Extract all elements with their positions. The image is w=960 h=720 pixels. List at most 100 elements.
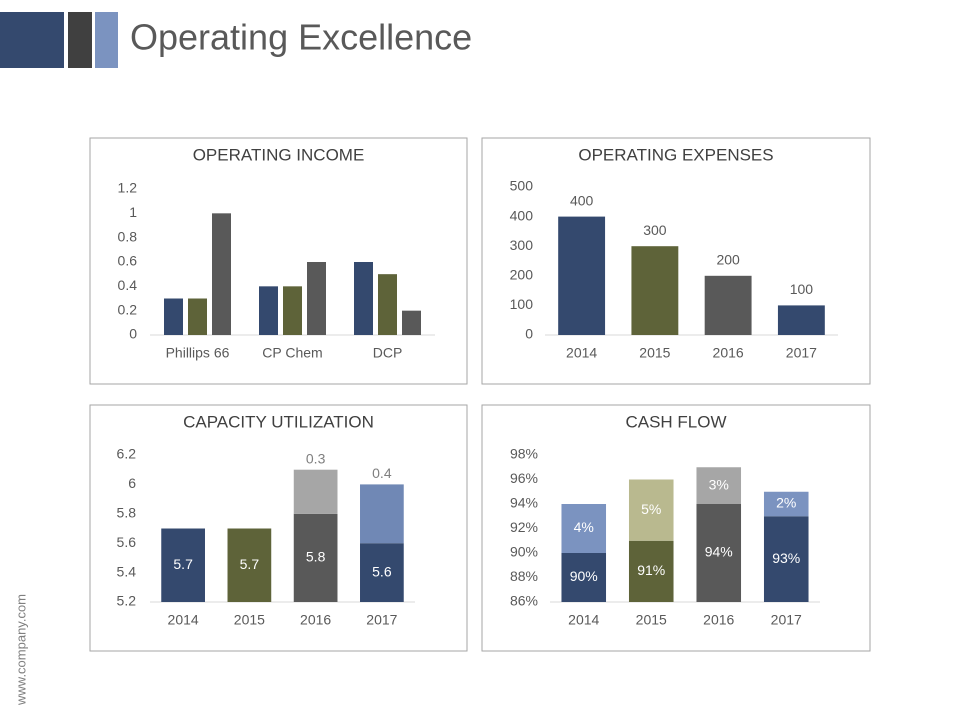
bar-segment xyxy=(696,467,742,504)
y-tick-label: 1.2 xyxy=(118,180,138,196)
x-tick-label: 2015 xyxy=(639,345,670,361)
x-tick-label: Phillips 66 xyxy=(166,345,230,361)
chart-frame xyxy=(89,137,468,385)
bar xyxy=(704,275,752,335)
bar-segment xyxy=(763,491,809,517)
y-tick-label: 1 xyxy=(129,204,137,220)
x-tick-label: 2017 xyxy=(786,345,817,361)
data-label: 91% xyxy=(637,562,665,578)
data-label: 0.4 xyxy=(372,465,392,481)
data-label: 5.7 xyxy=(240,556,260,572)
y-tick-label: 5.6 xyxy=(117,534,137,550)
chart-frame xyxy=(89,404,468,652)
bar-segment xyxy=(561,504,607,553)
y-tick-label: 5.2 xyxy=(117,593,137,609)
bar-segment xyxy=(161,528,205,602)
x-tick-label: 2014 xyxy=(566,345,597,361)
data-label: 90% xyxy=(570,568,598,584)
y-tick-label: 86% xyxy=(510,593,538,609)
bar xyxy=(283,286,302,335)
data-label: 300 xyxy=(643,222,667,238)
data-label: 200 xyxy=(716,252,740,268)
y-tick-label: 100 xyxy=(510,296,534,312)
bar xyxy=(777,305,825,335)
bar xyxy=(402,310,421,335)
y-tick-label: 6 xyxy=(128,475,136,491)
data-label: 400 xyxy=(570,192,594,208)
chart-title: CAPACITY UTILIZATION xyxy=(183,412,374,431)
y-tick-label: 96% xyxy=(510,470,538,486)
bar xyxy=(378,274,397,335)
y-tick-label: 5.8 xyxy=(117,505,137,521)
y-tick-label: 88% xyxy=(510,568,538,584)
y-tick-label: 98% xyxy=(510,446,538,462)
x-tick-label: 2016 xyxy=(703,612,734,628)
bar-segment xyxy=(696,504,742,602)
y-tick-label: 0 xyxy=(525,326,533,342)
y-tick-label: 300 xyxy=(510,237,534,253)
data-label: 93% xyxy=(772,550,800,566)
y-tick-label: 200 xyxy=(510,267,534,283)
data-label: 5% xyxy=(641,501,661,517)
x-tick-label: 2014 xyxy=(168,612,199,628)
bar xyxy=(631,246,679,335)
x-tick-label: 2016 xyxy=(713,345,744,361)
chart-title: OPERATING INCOME xyxy=(193,145,365,164)
bar xyxy=(164,298,183,335)
x-tick-label: 2015 xyxy=(636,612,667,628)
bar-segment xyxy=(763,516,809,602)
chart-title: OPERATING EXPENSES xyxy=(578,145,773,164)
x-tick-label: 2014 xyxy=(568,612,599,628)
data-label: 5.7 xyxy=(173,556,193,572)
header-block xyxy=(68,12,92,68)
bar xyxy=(558,216,606,335)
header-block xyxy=(0,12,64,68)
y-tick-label: 0.6 xyxy=(118,253,138,269)
bar-segment xyxy=(628,479,674,541)
x-tick-label: 2017 xyxy=(366,612,397,628)
x-tick-label: DCP xyxy=(373,345,403,361)
y-tick-label: 0.2 xyxy=(118,301,138,317)
bar xyxy=(307,262,326,335)
bar xyxy=(354,262,373,335)
data-label: 100 xyxy=(790,281,814,297)
y-tick-label: 0.8 xyxy=(118,228,138,244)
data-label: 5.8 xyxy=(306,549,326,565)
y-tick-label: 92% xyxy=(510,519,538,535)
chart-title: CASH FLOW xyxy=(625,412,726,431)
data-label: 4% xyxy=(574,519,594,535)
y-tick-label: 0 xyxy=(129,326,137,342)
y-tick-label: 5.4 xyxy=(117,563,137,579)
data-label: 3% xyxy=(709,476,729,492)
bar-segment xyxy=(360,543,404,602)
y-tick-label: 6.2 xyxy=(117,446,137,462)
footer: www.company.com xyxy=(13,594,28,706)
x-tick-label: 2016 xyxy=(300,612,331,628)
y-tick-label: 400 xyxy=(510,207,534,223)
x-tick-label: CP Chem xyxy=(262,345,322,361)
bar-segment xyxy=(293,469,338,514)
data-label: 2% xyxy=(776,495,796,511)
data-label: 5.6 xyxy=(372,563,392,579)
bar-segment xyxy=(227,528,272,602)
data-label: 94% xyxy=(705,544,733,560)
header-block xyxy=(95,12,118,68)
bar-segment xyxy=(561,553,607,602)
x-tick-label: 2017 xyxy=(771,612,802,628)
y-tick-label: 0.4 xyxy=(118,277,138,293)
bar-segment xyxy=(628,540,674,602)
data-label: 0.3 xyxy=(306,450,326,466)
y-tick-label: 90% xyxy=(510,544,538,560)
bar xyxy=(259,286,278,335)
bar xyxy=(188,298,207,335)
bar-segment xyxy=(360,484,404,544)
y-tick-label: 500 xyxy=(510,178,534,194)
chart-frame xyxy=(481,137,871,385)
x-tick-label: 2015 xyxy=(234,612,265,628)
slide-title: Operating Excellence xyxy=(130,17,472,58)
y-tick-label: 94% xyxy=(510,495,538,511)
chart-frame xyxy=(481,404,871,652)
bar-segment xyxy=(293,513,338,602)
bar xyxy=(212,213,231,335)
